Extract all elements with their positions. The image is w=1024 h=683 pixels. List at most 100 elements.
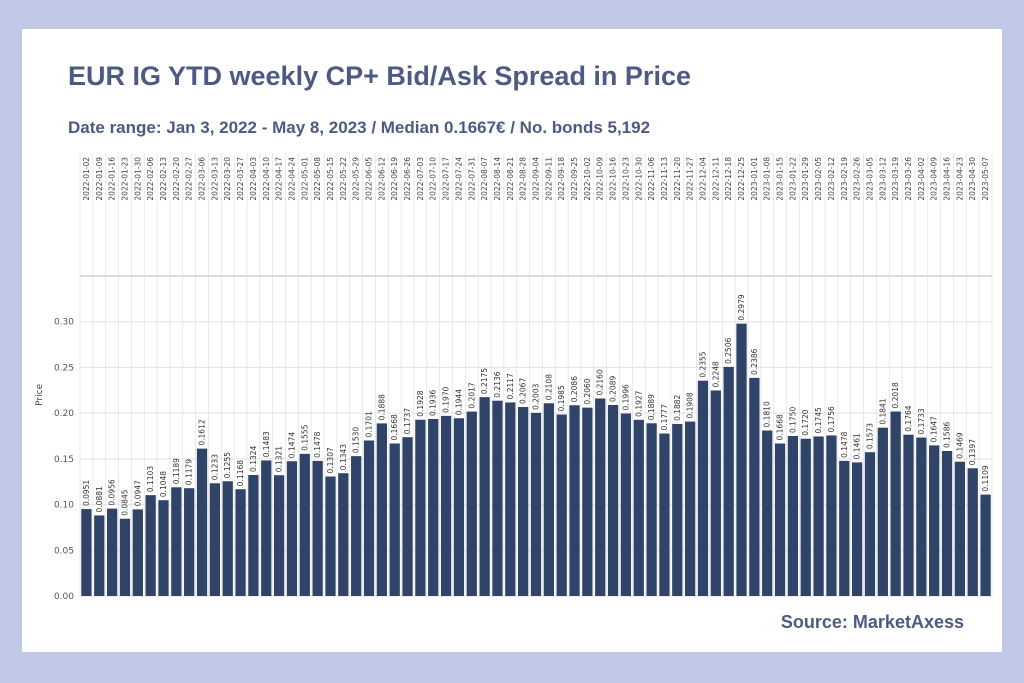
bar xyxy=(376,423,387,596)
x-tick-label: 2022-11-13 xyxy=(660,157,669,201)
data-label: 0.2506 xyxy=(724,337,733,363)
y-tick-label: 0.30 xyxy=(54,318,74,328)
data-label: 0.1888 xyxy=(377,394,386,420)
data-label: 0.1307 xyxy=(326,447,335,473)
data-label: 0.2067 xyxy=(519,378,528,404)
data-label: 0.1908 xyxy=(686,392,695,418)
bar xyxy=(222,481,233,596)
data-label: 0.2248 xyxy=(711,361,720,387)
bar xyxy=(81,509,92,596)
data-label: 0.1474 xyxy=(287,432,296,458)
x-tick-label: 2022-01-30 xyxy=(133,157,142,201)
data-label: 0.1255 xyxy=(223,452,232,478)
bar xyxy=(595,398,606,596)
bar-chart: 0.00 0.05 0.10 0.15 0.20 0.25 0.30 2022-01-02 0.… xyxy=(35,153,993,602)
bar xyxy=(646,423,657,596)
data-label: 0.1927 xyxy=(634,390,643,416)
x-tick-label: 2023-02-26 xyxy=(853,157,862,201)
x-tick-label: 2022-04-10 xyxy=(262,157,271,201)
x-tick-label: 2022-02-06 xyxy=(146,157,155,201)
data-label: 0.1668 xyxy=(776,414,785,440)
bar xyxy=(569,405,580,596)
data-label: 0.1970 xyxy=(442,386,451,412)
x-tick-label: 2023-04-23 xyxy=(955,157,964,201)
x-tick-label: 2022-01-09 xyxy=(95,157,104,201)
x-tick-label: 2023-01-29 xyxy=(801,157,810,201)
data-label: 0.1936 xyxy=(429,390,438,416)
bar xyxy=(492,400,503,596)
bar xyxy=(389,443,400,596)
bar xyxy=(325,476,336,596)
x-tick-label: 2022-08-28 xyxy=(519,157,528,201)
data-label: 0.1179 xyxy=(185,459,194,485)
data-label: 0.1882 xyxy=(673,394,682,420)
bar xyxy=(607,405,619,596)
data-label: 0.1668 xyxy=(390,414,399,440)
x-tick-label: 2022-05-01 xyxy=(300,157,309,201)
bar xyxy=(710,390,721,596)
data-label: 0.1928 xyxy=(416,390,425,416)
bar xyxy=(749,377,760,596)
x-tick-label: 2022-03-27 xyxy=(236,157,245,201)
bar xyxy=(312,460,323,596)
y-tick-label: 0.15 xyxy=(54,455,74,465)
bar xyxy=(440,415,452,596)
bar xyxy=(633,419,644,596)
x-tick-label: 2022-12-11 xyxy=(711,157,720,201)
bar xyxy=(736,323,747,596)
data-label: 0.1889 xyxy=(647,394,656,420)
bar xyxy=(864,452,876,596)
data-label: 0.1573 xyxy=(865,423,874,449)
data-label: 0.1777 xyxy=(660,404,669,430)
bar xyxy=(762,430,773,596)
data-label: 0.1048 xyxy=(159,471,168,497)
data-label: 0.2086 xyxy=(570,376,579,402)
bar xyxy=(132,509,143,596)
x-tick-label: 2022-01-02 xyxy=(82,157,91,201)
bar xyxy=(94,515,105,596)
x-tick-label: 2022-05-08 xyxy=(313,157,322,201)
data-label: 0.2136 xyxy=(493,371,502,397)
bar xyxy=(106,508,118,596)
x-tick-label: 2022-01-16 xyxy=(108,157,117,201)
bar xyxy=(877,427,888,596)
bar xyxy=(415,419,426,596)
bar xyxy=(479,397,490,596)
x-tick-label: 2022-05-15 xyxy=(326,157,335,201)
x-tick-label: 2023-02-12 xyxy=(827,157,836,201)
bar xyxy=(980,494,991,596)
x-tick-label: 2022-06-05 xyxy=(365,157,374,201)
data-label: 0.2089 xyxy=(609,376,618,402)
bar xyxy=(518,407,529,596)
data-label: 0.1189 xyxy=(172,458,181,484)
bar xyxy=(723,366,734,596)
data-label: 0.2060 xyxy=(583,378,592,404)
data-label: 0.0947 xyxy=(133,480,142,506)
x-tick-label: 2022-09-18 xyxy=(557,157,566,201)
bar xyxy=(903,434,914,596)
x-tick-label: 2022-05-22 xyxy=(339,157,348,201)
bar xyxy=(672,423,683,596)
bar xyxy=(119,518,131,596)
x-tick-label: 2022-12-25 xyxy=(737,157,746,201)
data-label: 0.1764 xyxy=(904,405,913,431)
bar xyxy=(261,460,272,596)
data-label: 0.1841 xyxy=(878,398,887,424)
bar xyxy=(235,489,246,596)
x-tick-label: 2022-09-25 xyxy=(570,157,579,201)
x-tick-label: 2023-02-05 xyxy=(814,157,823,201)
bar xyxy=(851,462,863,596)
x-tick-label: 2022-05-29 xyxy=(352,157,361,201)
x-tick-label: 2023-03-05 xyxy=(865,157,874,201)
x-tick-label: 2022-12-04 xyxy=(698,157,707,201)
data-label: 0.1750 xyxy=(788,407,797,433)
data-label: 0.1720 xyxy=(801,409,810,435)
data-label: 0.2108 xyxy=(544,374,553,400)
y-axis-title: Price xyxy=(35,383,45,405)
x-tick-label: 2022-06-26 xyxy=(403,157,412,201)
bar xyxy=(145,495,156,596)
x-tick-label: 2022-09-04 xyxy=(532,157,541,201)
data-label: 0.1324 xyxy=(249,445,258,471)
data-label: 0.0956 xyxy=(108,479,117,505)
bar xyxy=(954,461,966,596)
